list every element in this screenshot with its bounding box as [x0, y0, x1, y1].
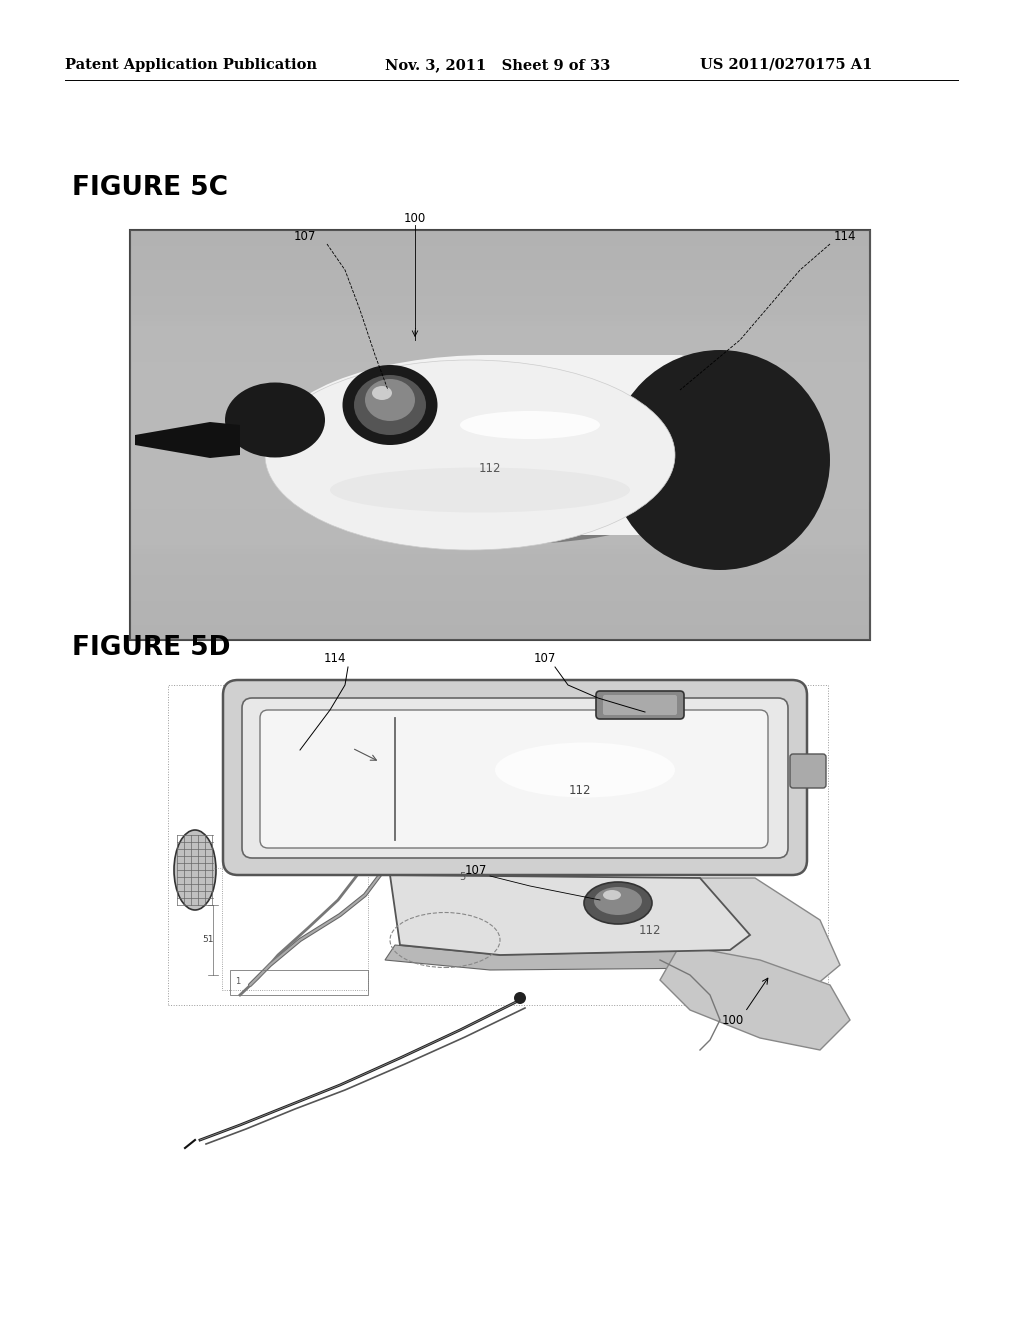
Text: 100: 100 [722, 1014, 744, 1027]
Text: FIGURE 5C: FIGURE 5C [72, 176, 228, 201]
Text: 5: 5 [459, 873, 465, 882]
Text: 112: 112 [479, 462, 502, 474]
Text: Patent Application Publication: Patent Application Publication [65, 58, 317, 73]
Ellipse shape [650, 355, 710, 535]
FancyBboxPatch shape [242, 698, 788, 858]
Text: FIGURE 5D: FIGURE 5D [72, 635, 230, 661]
Polygon shape [660, 945, 850, 1049]
Ellipse shape [265, 360, 675, 550]
Ellipse shape [495, 742, 675, 797]
Bar [230, 970, 368, 995]
FancyBboxPatch shape [596, 690, 684, 719]
Ellipse shape [270, 355, 710, 535]
Ellipse shape [610, 350, 830, 570]
Ellipse shape [342, 366, 437, 445]
FancyBboxPatch shape [790, 754, 826, 788]
Text: 1: 1 [234, 978, 241, 986]
FancyBboxPatch shape [260, 710, 768, 847]
Text: 114: 114 [324, 652, 346, 665]
FancyBboxPatch shape [223, 680, 807, 875]
Ellipse shape [340, 495, 640, 545]
Text: 114: 114 [834, 231, 856, 243]
Polygon shape [390, 875, 750, 954]
Text: Nov. 3, 2011   Sheet 9 of 33: Nov. 3, 2011 Sheet 9 of 33 [385, 58, 610, 73]
Ellipse shape [514, 993, 526, 1005]
FancyBboxPatch shape [603, 696, 677, 715]
Polygon shape [135, 422, 240, 458]
Text: 112: 112 [639, 924, 662, 936]
Ellipse shape [319, 470, 640, 531]
Text: 112: 112 [568, 784, 591, 796]
Ellipse shape [174, 830, 216, 909]
Text: 107: 107 [465, 863, 487, 876]
Ellipse shape [584, 882, 652, 924]
Ellipse shape [365, 379, 415, 421]
Polygon shape [385, 945, 730, 970]
Bar [168, 685, 828, 1005]
Bar [490, 355, 680, 535]
Text: 107: 107 [534, 652, 556, 665]
Ellipse shape [603, 890, 621, 900]
Ellipse shape [225, 383, 325, 458]
Bar [222, 755, 368, 990]
Ellipse shape [594, 887, 642, 915]
Polygon shape [630, 878, 840, 990]
Bar [130, 230, 870, 640]
Text: 107: 107 [294, 231, 316, 243]
Text: US 2011/0270175 A1: US 2011/0270175 A1 [700, 58, 872, 73]
Ellipse shape [460, 411, 600, 440]
Ellipse shape [354, 375, 426, 436]
Text: 100: 100 [403, 211, 426, 224]
Text: 51: 51 [203, 936, 214, 945]
Ellipse shape [372, 385, 392, 400]
Ellipse shape [330, 467, 630, 512]
